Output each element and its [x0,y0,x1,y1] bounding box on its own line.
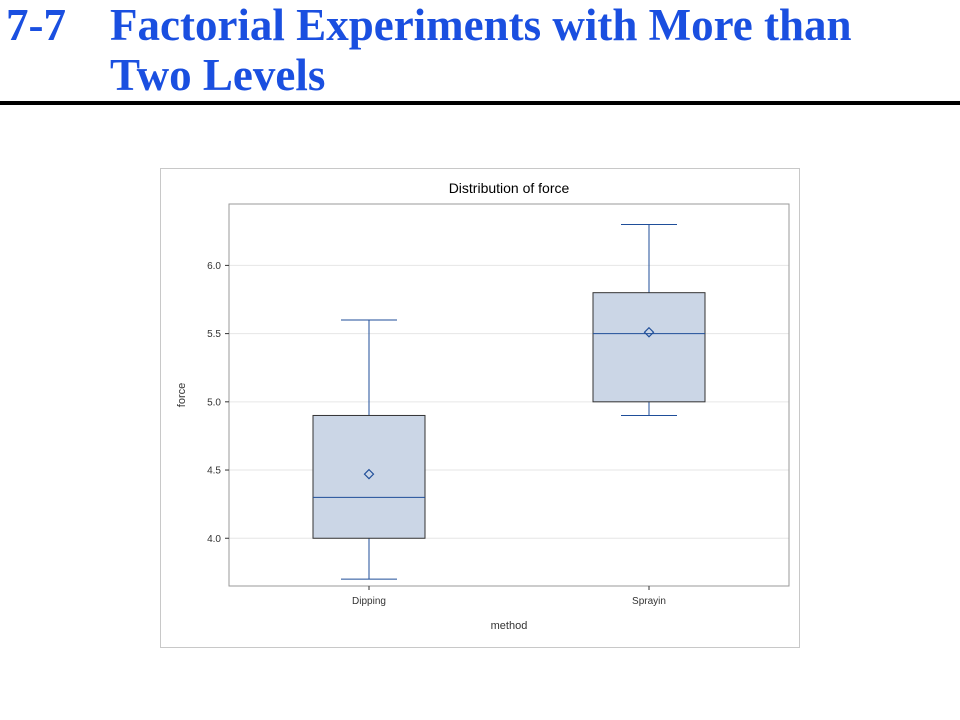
box-sprayin [592,292,706,403]
box-dipping [312,414,426,539]
y-tick-label-5.5: 5.5 [207,329,221,340]
slide-title-line-1: Factorial Experiments with More than [110,0,852,50]
y-tick-label-6.0: 6.0 [207,261,221,272]
title-underline [0,101,960,105]
chart-title: Distribution of force [449,180,570,196]
y-tick-label-4.0: 4.0 [207,534,221,545]
chart-figure: Distribution of force 4.0 4.5 5.0 5.5 6.0 Dipp… [160,168,800,648]
x-axis-label: method [491,620,528,632]
slide-number: 7-7 [6,0,66,50]
x-tick-label-dipping: Dipping [352,596,386,607]
slide-title-line-2: Two Levels [110,50,326,100]
plot-frame [228,203,790,587]
y-tick-label-4.5: 4.5 [207,466,221,477]
mean-marker-sprayin [643,326,655,338]
box-plot-chart: Distribution of force 4.0 4.5 5.0 5.5 6.0 Dipp… [176,180,790,632]
y-axis-label: force [176,383,188,407]
x-tick-label-sprayin: Sprayin [632,596,666,607]
y-tick-label-5.0: 5.0 [207,397,221,408]
mean-marker-dipping [363,468,375,480]
